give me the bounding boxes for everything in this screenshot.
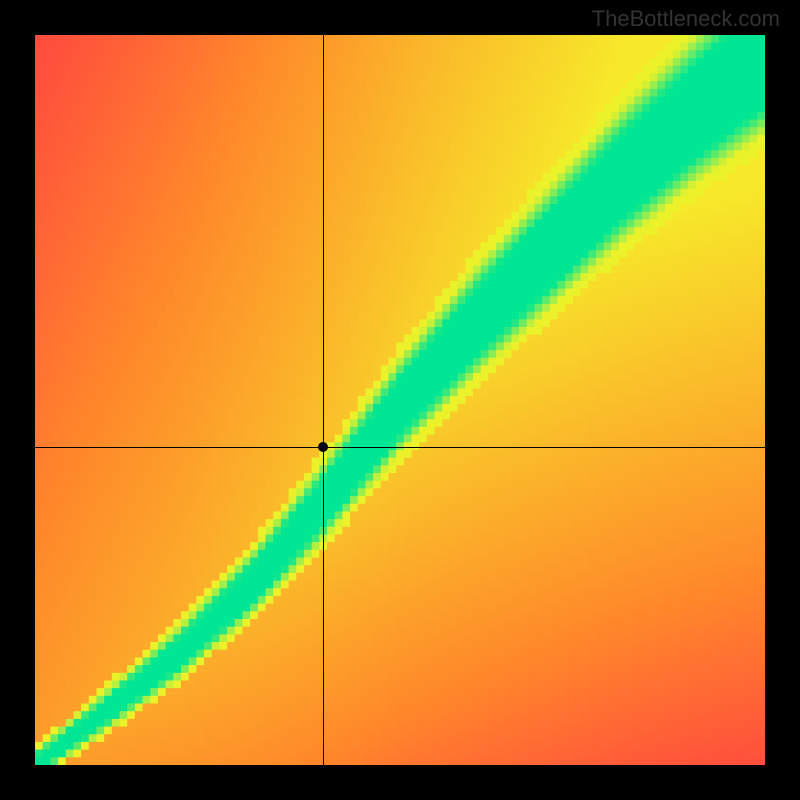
watermark-text: TheBottleneck.com <box>592 6 780 32</box>
plot-area <box>35 35 765 765</box>
chart-container: TheBottleneck.com <box>0 0 800 800</box>
crosshair-vertical <box>323 35 324 765</box>
data-point-marker <box>318 442 328 452</box>
crosshair-horizontal <box>35 447 765 448</box>
heatmap-canvas <box>35 35 765 765</box>
